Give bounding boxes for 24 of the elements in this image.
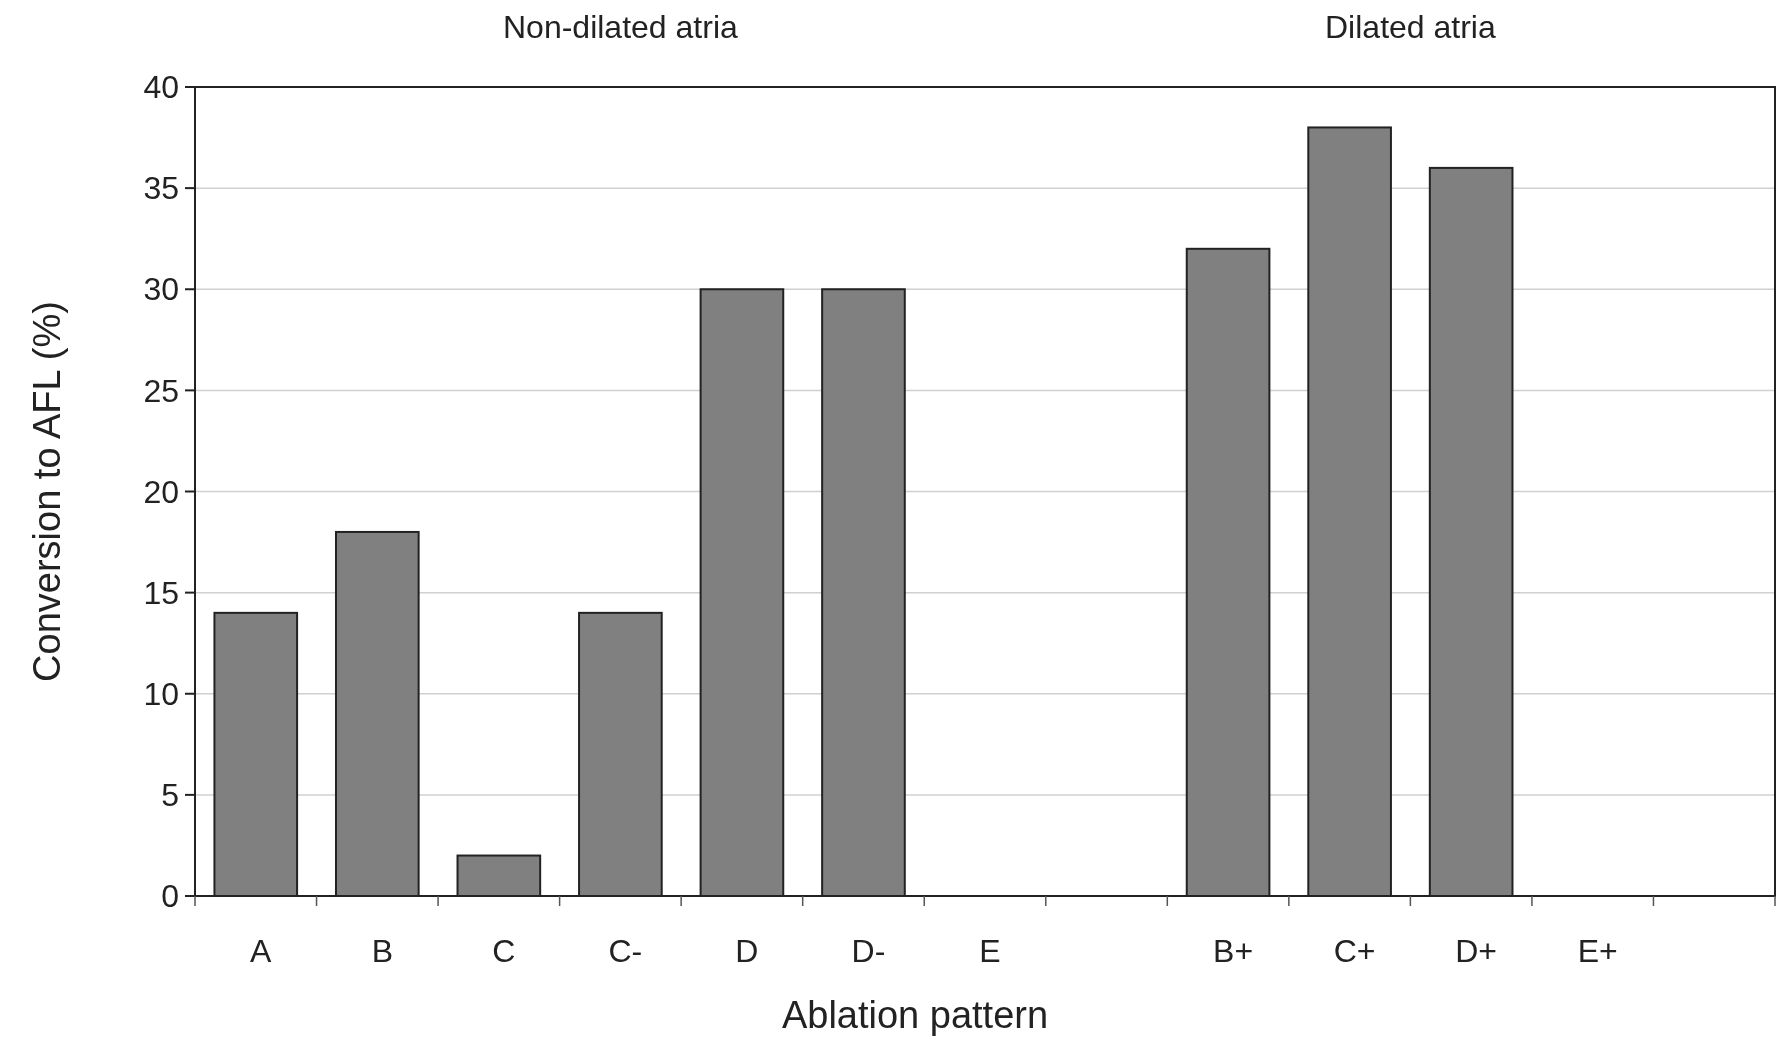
y-tick-label: 5 <box>161 777 179 814</box>
y-axis-title: Conversion to AFL (%) <box>26 301 68 682</box>
y-tick-label: 30 <box>143 271 179 308</box>
y-tick-label: 25 <box>143 372 179 409</box>
x-tick-label: B+ <box>1213 933 1254 969</box>
x-tick-label: C <box>492 933 516 969</box>
text: Dilated atria <box>1325 9 1496 45</box>
x-tick-label: D <box>735 933 759 969</box>
y-tick-label: 15 <box>143 574 179 611</box>
x-tick-label: D+ <box>1455 933 1498 969</box>
x-tick-label: D- <box>851 933 886 969</box>
x-axis-title: Ablation pattern <box>781 994 1049 1036</box>
x-tick-label: C+ <box>1333 933 1376 969</box>
x-tick-label: B <box>371 933 393 969</box>
x-tick-label: C- <box>608 933 643 969</box>
y-tick-label: 40 <box>143 69 179 106</box>
y-tick-label: 0 <box>161 878 179 915</box>
text: Non-dilated atria <box>502 9 738 45</box>
x-tick-label: E+ <box>1577 933 1618 969</box>
x-tick-label: A <box>250 933 273 969</box>
y-tick-label: 20 <box>143 473 179 510</box>
y-tick-label: 35 <box>143 170 179 207</box>
x-tick-label: E <box>979 933 1001 969</box>
y-tick-label: 10 <box>143 675 179 712</box>
